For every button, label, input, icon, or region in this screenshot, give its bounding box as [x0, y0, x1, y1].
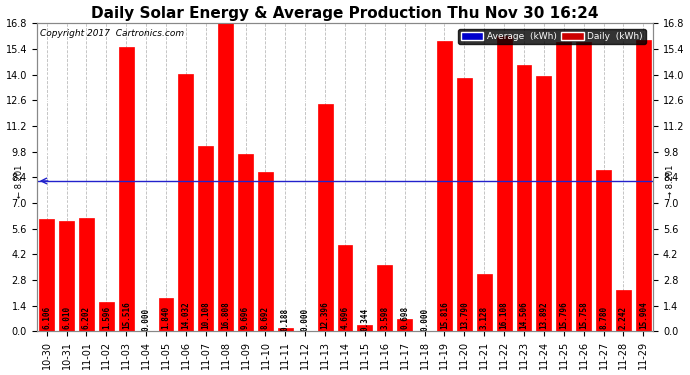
Bar	[198, 146, 213, 332]
Bar	[596, 170, 611, 332]
Bar	[397, 319, 412, 332]
Bar	[258, 172, 273, 332]
Text: 13.790: 13.790	[460, 301, 469, 329]
Text: 15.904: 15.904	[639, 301, 648, 329]
Bar	[99, 302, 114, 332]
Bar	[536, 76, 551, 332]
Bar	[576, 42, 591, 332]
Bar	[238, 153, 253, 332]
Text: 0.698: 0.698	[400, 306, 409, 329]
Text: 16.108: 16.108	[500, 301, 509, 329]
Legend: Average  (kWh), Daily  (kWh): Average (kWh), Daily (kWh)	[458, 29, 646, 44]
Bar	[278, 328, 293, 332]
Bar	[317, 104, 333, 332]
Text: 3.598: 3.598	[380, 306, 389, 329]
Text: 0.000: 0.000	[420, 308, 429, 330]
Text: 0.188: 0.188	[281, 308, 290, 330]
Text: 1.840: 1.840	[161, 306, 170, 329]
Text: 14.032: 14.032	[181, 301, 190, 329]
Text: 13.892: 13.892	[540, 301, 549, 329]
Text: 4.696: 4.696	[340, 306, 350, 329]
Bar	[159, 298, 173, 332]
Bar	[517, 65, 531, 332]
Text: → 8.201: → 8.201	[666, 164, 675, 198]
Text: 8.780: 8.780	[599, 306, 608, 329]
Text: 12.396: 12.396	[321, 301, 330, 329]
Text: 14.506: 14.506	[520, 301, 529, 329]
Text: 6.202: 6.202	[82, 306, 91, 329]
Bar	[39, 219, 55, 332]
Text: Copyright 2017  Cartronics.com: Copyright 2017 Cartronics.com	[40, 29, 184, 38]
Bar	[377, 266, 392, 332]
Text: 15.796: 15.796	[559, 301, 569, 329]
Bar	[457, 78, 472, 332]
Bar	[616, 290, 631, 332]
Bar	[179, 74, 193, 332]
Bar	[497, 36, 511, 332]
Bar	[437, 41, 452, 332]
Text: 16.808: 16.808	[221, 301, 230, 329]
Text: 1.596: 1.596	[102, 306, 111, 329]
Bar	[119, 46, 134, 332]
Text: 2.242: 2.242	[619, 306, 628, 329]
Bar	[59, 221, 74, 332]
Bar	[357, 325, 373, 332]
Bar	[477, 274, 492, 332]
Text: 3.128: 3.128	[480, 306, 489, 329]
Title: Daily Solar Energy & Average Production Thu Nov 30 16:24: Daily Solar Energy & Average Production …	[91, 6, 599, 21]
Text: 6.106: 6.106	[42, 306, 51, 329]
Text: 15.516: 15.516	[121, 301, 131, 329]
Bar	[79, 217, 94, 332]
Text: 6.010: 6.010	[62, 306, 71, 329]
Text: 10.108: 10.108	[201, 301, 210, 329]
Text: 0.000: 0.000	[141, 308, 150, 330]
Text: ← 8.201: ← 8.201	[15, 164, 24, 198]
Text: 9.696: 9.696	[241, 306, 250, 329]
Bar	[556, 42, 571, 332]
Text: 0.000: 0.000	[301, 308, 310, 330]
Bar	[635, 39, 651, 332]
Text: 15.816: 15.816	[440, 301, 449, 329]
Text: 8.692: 8.692	[261, 306, 270, 329]
Bar	[218, 23, 233, 332]
Text: 0.344: 0.344	[360, 308, 369, 330]
Bar	[337, 245, 353, 332]
Text: 15.758: 15.758	[579, 301, 588, 329]
